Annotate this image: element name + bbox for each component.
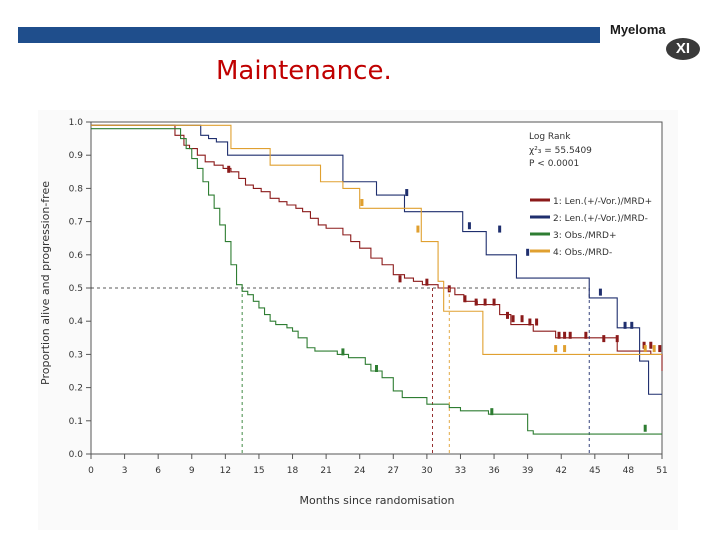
x-tick-label: 12 xyxy=(220,466,231,476)
logo-badge: XI xyxy=(666,38,700,60)
x-tick-label: 21 xyxy=(320,466,331,476)
censor-mark xyxy=(526,248,530,256)
censor-mark xyxy=(630,321,634,329)
censor-mark xyxy=(649,341,653,349)
legend-label-2: 2: Len.(+/-Vor.)/MRD- xyxy=(553,214,648,224)
censor-mark xyxy=(341,348,345,356)
censor-mark xyxy=(563,345,567,353)
censor-mark xyxy=(375,365,378,372)
x-tick-label: 36 xyxy=(488,466,500,476)
y-tick-label: 0.8 xyxy=(69,184,84,194)
x-tick-label: 51 xyxy=(656,466,667,476)
y-tick-label: 0.0 xyxy=(69,450,84,460)
censor-mark xyxy=(554,345,558,353)
x-tick-label: 30 xyxy=(421,466,433,476)
y-tick-label: 0.3 xyxy=(69,350,83,360)
censor-mark xyxy=(602,335,606,343)
censor-mark xyxy=(557,331,561,339)
x-tick-label: 24 xyxy=(354,466,366,476)
y-tick-label: 0.6 xyxy=(69,251,84,261)
x-tick-label: 48 xyxy=(623,466,635,476)
censor-mark xyxy=(398,275,402,283)
legend-label-1: 1: Len.(+/-Vor.)/MRD+ xyxy=(553,197,652,207)
censor-mark xyxy=(643,345,647,353)
censor-mark xyxy=(584,331,588,339)
slide-title: Maintenance. xyxy=(216,56,392,86)
censor-mark xyxy=(511,315,515,323)
x-tick-label: 45 xyxy=(589,466,600,476)
x-tick-label: 3 xyxy=(122,466,128,476)
stats-p: P < 0.0001 xyxy=(529,159,579,169)
x-tick-label: 6 xyxy=(155,466,161,476)
x-tick-label: 9 xyxy=(189,466,195,476)
x-tick-label: 39 xyxy=(522,466,534,476)
censor-mark xyxy=(643,424,647,432)
censor-mark xyxy=(416,225,420,233)
censor-mark xyxy=(658,345,662,353)
censor-mark xyxy=(623,321,627,329)
censor-mark xyxy=(615,335,619,343)
x-axis-label: Months since randomisation xyxy=(299,494,454,507)
logo-name: Myeloma xyxy=(610,22,666,37)
censor-mark xyxy=(425,278,429,286)
y-tick-label: 0.2 xyxy=(69,384,83,394)
censor-mark xyxy=(483,298,487,306)
censor-mark xyxy=(492,298,496,306)
header-bar xyxy=(18,27,600,43)
censor-mark xyxy=(498,225,502,233)
censor-mark xyxy=(535,318,539,326)
stats-heading: Log Rank xyxy=(529,132,571,142)
censor-mark xyxy=(598,288,602,296)
censor-mark xyxy=(652,345,656,353)
x-tick-label: 42 xyxy=(556,466,567,476)
y-tick-label: 0.1 xyxy=(69,417,83,427)
km-chart: 0.0 0.1 0.2 0.3 0.4 0.5 0.6 0.7 0.8 0.9 1.0 0 3 6 9 12 1… xyxy=(38,110,678,530)
censor-mark xyxy=(520,315,524,323)
censor-mark xyxy=(490,408,494,416)
censor-mark xyxy=(528,318,532,326)
survival-curve-1 xyxy=(91,124,663,371)
y-tick-label: 0.4 xyxy=(69,317,84,327)
survival-curve-3 xyxy=(91,128,662,435)
x-tick-label: 18 xyxy=(287,466,299,476)
censor-mark xyxy=(467,222,471,230)
legend-label-3: 3: Obs./MRD+ xyxy=(553,231,617,241)
censor-mark xyxy=(563,331,567,339)
censor-mark xyxy=(474,298,478,306)
x-tick-label: 0 xyxy=(88,466,94,476)
stats-chi: χ²₃ = 55.5409 xyxy=(529,146,592,156)
censor-mark xyxy=(405,189,409,197)
legend-label-4: 4: Obs./MRD- xyxy=(553,248,612,258)
censor-mark xyxy=(568,331,572,339)
censor-mark xyxy=(227,165,231,173)
y-tick-label: 0.9 xyxy=(69,151,84,161)
y-tick-label: 0.7 xyxy=(69,218,83,228)
x-tick-label: 27 xyxy=(388,466,399,476)
y-tick-label: 0.5 xyxy=(69,284,83,294)
censor-mark xyxy=(463,295,467,303)
survival-curve-2 xyxy=(91,124,662,395)
x-tick-label: 33 xyxy=(455,466,466,476)
y-axis-label: Proportion alive and progression-free xyxy=(39,181,52,385)
y-tick-label: 1.0 xyxy=(69,118,84,128)
x-tick-label: 15 xyxy=(253,466,264,476)
survival-curve-4 xyxy=(91,124,662,355)
km-chart-svg: 0.00.10.20.30.40.50.60.70.80.91.00 3 6 9 12 1… xyxy=(38,110,678,530)
myeloma-logo: Myeloma XI xyxy=(604,18,704,62)
censor-mark xyxy=(505,311,509,319)
censor-mark xyxy=(360,199,364,206)
